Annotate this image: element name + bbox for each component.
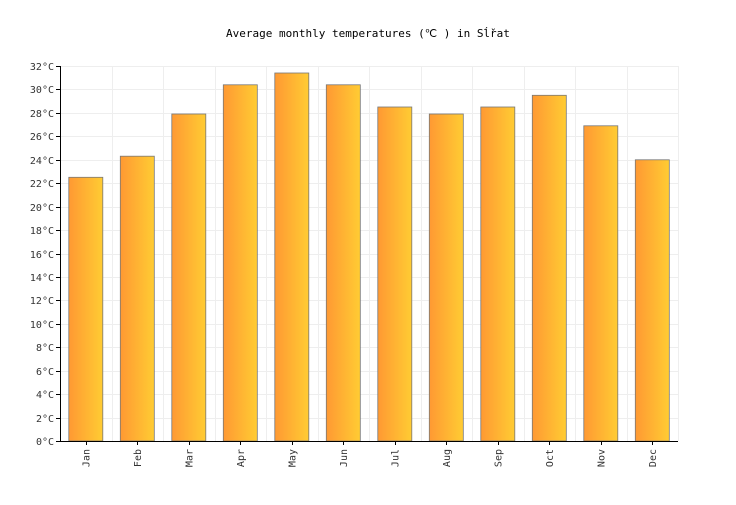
bar-mar bbox=[171, 113, 207, 442]
y-tick-label: 2°C bbox=[36, 414, 54, 425]
bar-jan bbox=[68, 176, 104, 442]
y-tick-label: 8°C bbox=[36, 343, 54, 354]
bar-layer bbox=[68, 72, 670, 442]
chart-title: Average monthly temperatures (℃ ) in Sĺ̌… bbox=[226, 27, 510, 40]
y-tick-label: 30°C bbox=[30, 85, 54, 96]
y-tick-label: 12°C bbox=[30, 296, 54, 307]
x-tick-label: Jul bbox=[390, 449, 401, 467]
x-tick-label: Jun bbox=[339, 449, 350, 467]
x-tick-label: Feb bbox=[133, 449, 144, 467]
y-tick-label: 4°C bbox=[36, 390, 54, 401]
y-tick-label: 20°C bbox=[30, 203, 54, 214]
y-tick-label: 24°C bbox=[30, 156, 54, 167]
y-tick-label: 26°C bbox=[30, 132, 54, 143]
x-tick-label: May bbox=[287, 449, 298, 467]
bar-dec bbox=[634, 159, 670, 442]
x-tick-label: Apr bbox=[236, 449, 247, 467]
bar-apr bbox=[222, 84, 258, 442]
bar-jun bbox=[325, 84, 361, 442]
bar-nov bbox=[583, 125, 619, 442]
y-tick-label: 22°C bbox=[30, 179, 54, 190]
y-tick-label: 14°C bbox=[30, 273, 54, 284]
label-layer: 0°C 2°C 4°C 6°C 8°C 10°C 12°C 14°C 16°C 18°C 20°C 2… bbox=[30, 62, 659, 467]
x-tick-label: Mar bbox=[184, 449, 195, 467]
y-tick-label: 18°C bbox=[30, 226, 54, 237]
y-tick-label: 6°C bbox=[36, 367, 54, 378]
y-tick-label: 16°C bbox=[30, 250, 54, 261]
x-tick-label: Dec bbox=[648, 449, 659, 467]
bar-feb bbox=[119, 155, 155, 442]
axis-layer bbox=[56, 66, 678, 445]
y-tick-label: 28°C bbox=[30, 109, 54, 120]
y-tick-label: 32°C bbox=[30, 62, 54, 73]
bar-oct bbox=[531, 94, 567, 442]
bar-jul bbox=[377, 106, 413, 442]
y-tick-label: 10°C bbox=[30, 320, 54, 331]
bar-aug bbox=[428, 113, 464, 442]
x-tick-label: Jan bbox=[81, 449, 92, 467]
x-tick-label: Nov bbox=[596, 449, 607, 467]
x-tick-label: Oct bbox=[545, 449, 556, 467]
bar-sep bbox=[480, 106, 516, 442]
x-tick-label: Sep bbox=[493, 449, 504, 467]
y-tick-label: 0°C bbox=[36, 437, 54, 448]
x-tick-label: Aug bbox=[442, 449, 453, 467]
bar-may bbox=[274, 72, 310, 442]
